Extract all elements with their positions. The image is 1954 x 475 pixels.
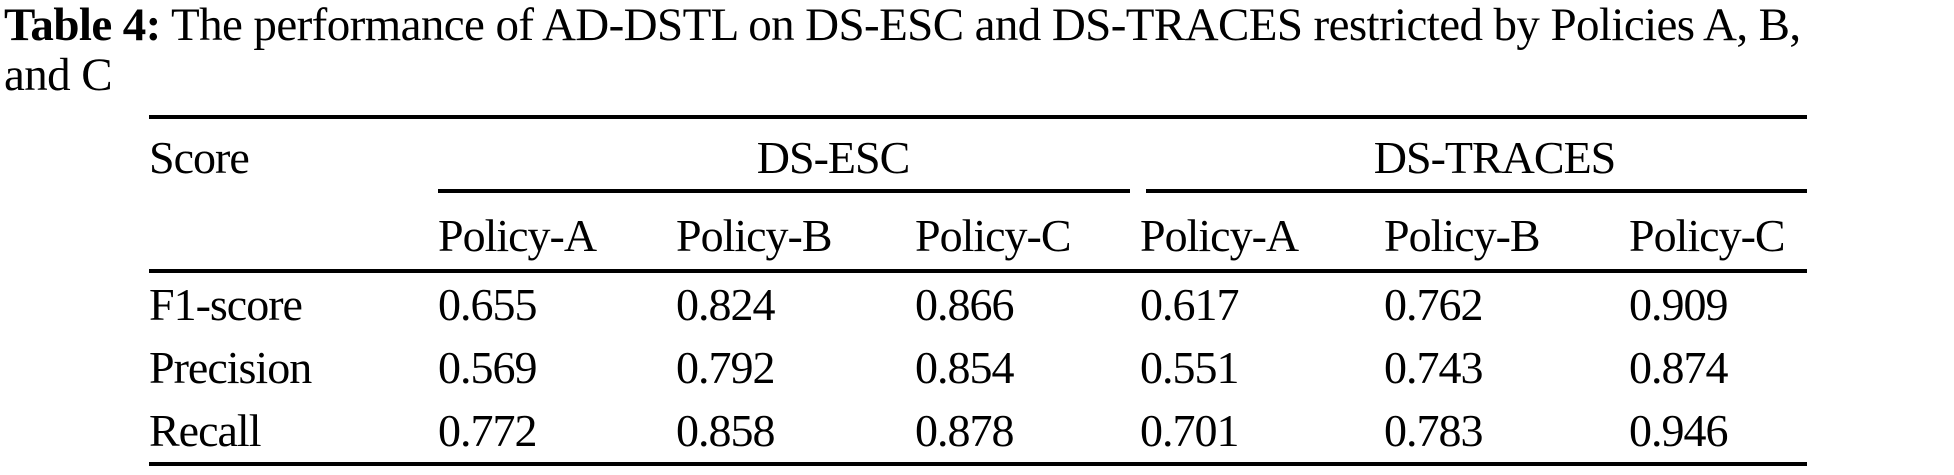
- row-label: Recall: [149, 405, 262, 456]
- column-header-esc-policy-c: Policy-C: [915, 193, 1141, 273]
- value-cell: 0.878: [915, 405, 1015, 456]
- value-cell: 0.783: [1384, 405, 1484, 456]
- value-cell: 0.824: [676, 279, 776, 330]
- value-cell: 0.854: [915, 342, 1015, 393]
- table-row-f1-score: F1-score 0.655 0.824 0.866 0.617 0.762 0…: [149, 271, 1807, 336]
- column-header-score: Score: [149, 132, 250, 183]
- empty-header-cell: [149, 193, 438, 273]
- table-row-precision: Precision 0.569 0.792 0.854 0.551 0.743 …: [149, 336, 1807, 399]
- table-caption: Table 4: The performance of AD-DSTL on D…: [4, 0, 1952, 100]
- group-header-row: Score DS-ESC DS-TRACES: [149, 117, 1808, 193]
- value-cell: 0.617: [1140, 279, 1240, 330]
- column-header-traces-policy-a: Policy-A: [1140, 193, 1385, 273]
- value-cell: 0.701: [1140, 405, 1240, 456]
- group-header-ds-esc: DS-ESC: [438, 117, 1140, 193]
- value-cell: 0.858: [676, 405, 776, 456]
- table-row-recall: Recall 0.772 0.858 0.878 0.701 0.783 0.9…: [149, 399, 1807, 464]
- caption-text-line2: and C: [4, 49, 113, 101]
- row-label: F1-score: [149, 279, 303, 330]
- column-header-traces-policy-b: Policy-B: [1384, 193, 1630, 273]
- caption-text-line1: The performance of AD-DSTL on DS-ESC and…: [171, 0, 1801, 51]
- group-header-ds-traces: DS-TRACES: [1140, 117, 1808, 193]
- caption-label: Table 4:: [4, 0, 161, 51]
- value-cell: 0.909: [1629, 279, 1729, 330]
- value-cell: 0.551: [1140, 342, 1240, 393]
- value-cell: 0.743: [1384, 342, 1484, 393]
- value-cell: 0.772: [438, 405, 538, 456]
- policy-header-row: Policy-A Policy-B Policy-C Policy-A Poli…: [149, 193, 1808, 273]
- value-cell: 0.792: [676, 342, 776, 393]
- column-header-esc-policy-a: Policy-A: [438, 193, 676, 273]
- column-header-traces-policy-c: Policy-C: [1629, 193, 1808, 273]
- value-cell: 0.946: [1629, 405, 1729, 456]
- column-header-esc-policy-b: Policy-B: [676, 193, 915, 273]
- results-table: Score DS-ESC DS-TRACES Policy-A Policy-B…: [149, 115, 1808, 466]
- value-cell: 0.866: [915, 279, 1015, 330]
- value-cell: 0.762: [1384, 279, 1484, 330]
- value-cell: 0.655: [438, 279, 538, 330]
- value-cell: 0.874: [1629, 342, 1729, 393]
- row-label: Precision: [149, 342, 312, 393]
- value-cell: 0.569: [438, 342, 538, 393]
